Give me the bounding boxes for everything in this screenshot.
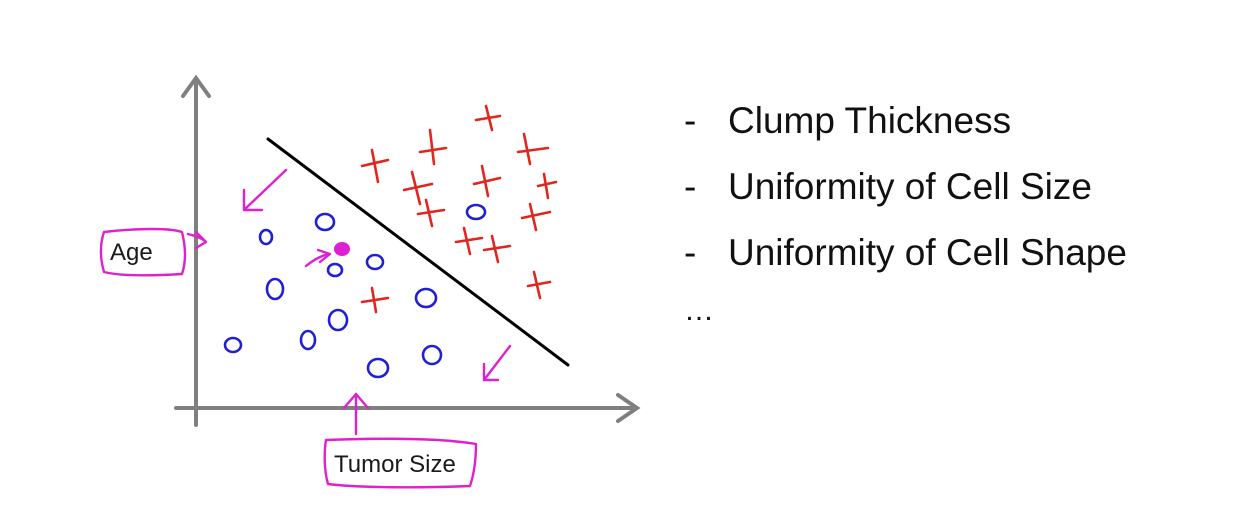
malignant-point — [418, 128, 448, 166]
y-axis-label: Age — [110, 239, 153, 266]
annotations — [99, 168, 512, 489]
feature-label: Clump Thickness — [728, 100, 1012, 141]
malignant-point — [360, 286, 390, 314]
feature-list: - Clump Thickness - Uniformity of Cell S… — [684, 88, 1127, 286]
benign-point — [421, 344, 443, 366]
arrow-icon — [342, 392, 370, 436]
arrow-icon — [242, 168, 288, 212]
decision-boundary — [266, 137, 570, 367]
query-point — [334, 242, 350, 256]
malignant-point — [416, 198, 446, 228]
x-axis-arrowhead — [616, 393, 641, 423]
benign-point — [365, 253, 385, 271]
malignant-point — [526, 270, 552, 300]
benign-point — [258, 228, 274, 246]
axes — [174, 74, 641, 427]
malignant-point — [516, 132, 550, 166]
malignant-point — [360, 148, 390, 184]
list-item: - Uniformity of Cell Size — [684, 154, 1127, 220]
list-dash: - — [684, 100, 697, 141]
malignant-points — [360, 104, 558, 314]
age-label-box — [99, 227, 187, 277]
arrow-icon — [304, 248, 332, 268]
malignant-point — [482, 234, 512, 264]
benign-point — [327, 308, 349, 332]
benign-point — [265, 277, 285, 301]
malignant-point — [402, 170, 434, 206]
malignant-point — [536, 172, 558, 200]
tumor-size-label-box — [323, 437, 478, 489]
arrow-icon — [482, 344, 512, 382]
ellipsis: … — [684, 294, 714, 327]
list-dash: - — [684, 166, 697, 207]
benign-point — [366, 357, 390, 379]
malignant-point — [474, 104, 502, 132]
benign-point — [223, 336, 243, 354]
feature-label: Uniformity of Cell Shape — [728, 232, 1127, 273]
list-dash: - — [684, 232, 697, 273]
x-axis-label: Tumor Size — [334, 451, 456, 478]
malignant-point — [520, 202, 552, 232]
malignant-point — [454, 226, 484, 256]
benign-point — [326, 262, 344, 278]
benign-point — [299, 329, 317, 351]
y-axis-arrowhead — [181, 74, 211, 98]
benign-point — [414, 287, 438, 309]
list-item: - Uniformity of Cell Shape — [684, 220, 1127, 286]
benign-point — [314, 212, 336, 232]
benign-points — [223, 203, 487, 379]
arrow-icon — [186, 230, 208, 250]
benign-point — [465, 203, 487, 221]
list-item: - Clump Thickness — [684, 88, 1127, 154]
malignant-point — [472, 164, 502, 198]
feature-label: Uniformity of Cell Size — [728, 166, 1092, 207]
